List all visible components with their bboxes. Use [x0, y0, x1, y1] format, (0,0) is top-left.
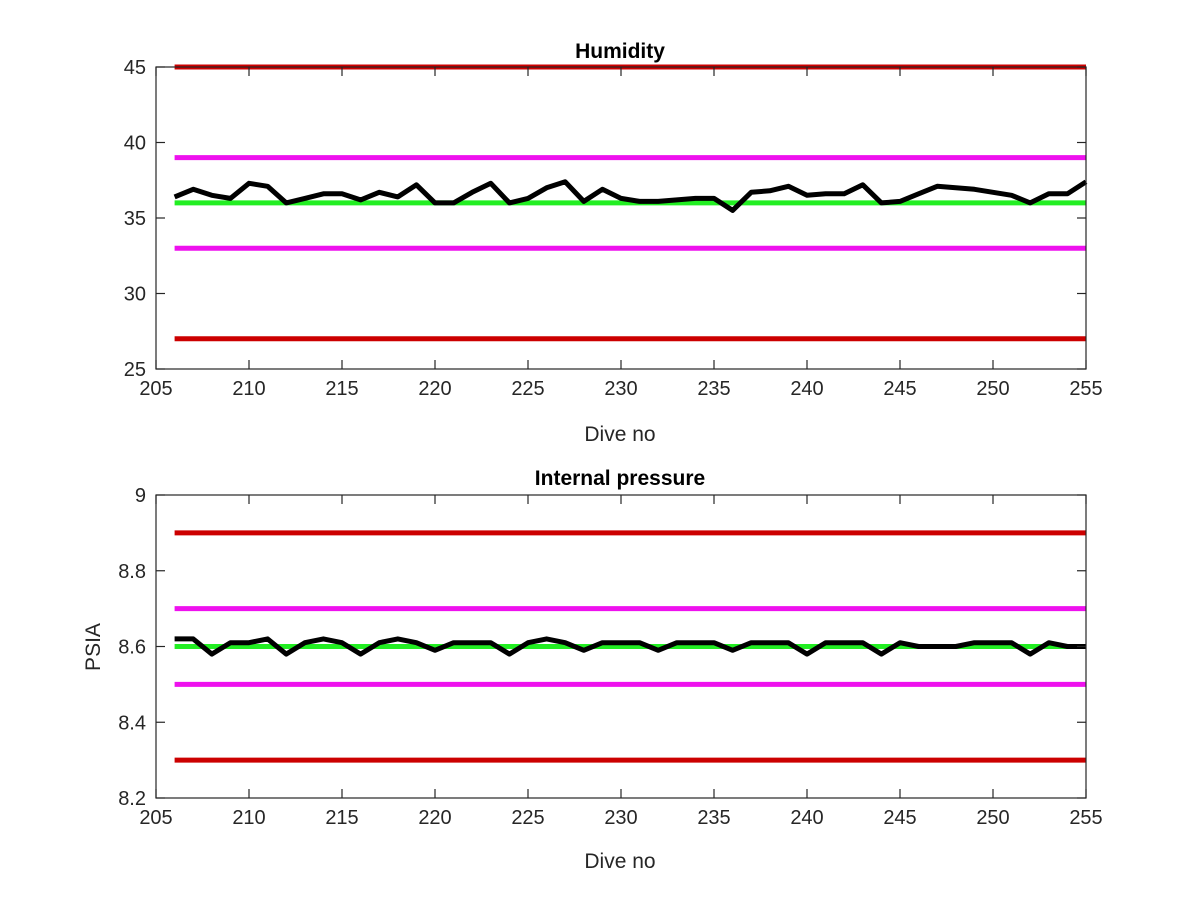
- y-tick-label: 45: [124, 57, 146, 79]
- x-tick-label: 235: [697, 807, 730, 829]
- x-tick-label: 230: [604, 807, 637, 829]
- x-tick-label: 225: [511, 807, 544, 829]
- y-axis-label: PSIA: [82, 623, 105, 671]
- x-tick-label: 235: [697, 378, 730, 400]
- y-tick-label: 40: [124, 133, 146, 155]
- x-tick-label: 225: [511, 378, 544, 400]
- x-tick-label: 250: [976, 807, 1009, 829]
- x-tick-label: 240: [790, 807, 823, 829]
- axis-ticks: 205 210 215 220 225 230 235 240 245 250 255 8.2 8.4 8…: [118, 485, 1103, 829]
- x-tick-label: 245: [883, 378, 916, 400]
- chart-title: Humidity: [575, 40, 665, 63]
- y-tick-label: 35: [124, 208, 146, 230]
- x-tick-label: 255: [1069, 378, 1102, 400]
- chart-title: Internal pressure: [535, 467, 705, 490]
- y-tick-label: 30: [124, 284, 146, 306]
- x-tick-label: 220: [418, 807, 451, 829]
- x-tick-label: 205: [139, 378, 172, 400]
- x-tick-label: 210: [232, 378, 265, 400]
- x-tick-label: 250: [976, 378, 1009, 400]
- y-tick-label: 8.6: [118, 637, 146, 659]
- internal-pressure-plot: Internal pressure 205 210 215 220 225 230 235 2…: [82, 467, 1103, 873]
- series-line-0: [174, 636, 1086, 657]
- x-tick-label: 210: [232, 807, 265, 829]
- x-tick-label: 205: [139, 807, 172, 829]
- x-tick-label: 240: [790, 378, 823, 400]
- series-group: [174, 636, 1086, 657]
- x-tick-label: 215: [325, 807, 358, 829]
- series-group: [173, 179, 1088, 213]
- x-tick-label: 245: [883, 807, 916, 829]
- x-tick-label: 215: [325, 378, 358, 400]
- x-axis-label: Dive no: [584, 850, 655, 873]
- x-tick-label: 220: [418, 378, 451, 400]
- y-tick-label: 8.2: [118, 788, 146, 810]
- axis-ticks: 205 210 215 220 225 230 235 240 245 250 255 25 30 35 4…: [124, 57, 1103, 400]
- x-tick-label: 255: [1069, 807, 1102, 829]
- y-tick-label: 8.4: [118, 712, 146, 734]
- x-axis-label: Dive no: [584, 423, 655, 446]
- y-tick-label: 25: [124, 359, 146, 381]
- humidity-plot: Humidity 205 210 215 220 225 230 235 240 245 250 2…: [124, 40, 1103, 446]
- x-tick-label: 230: [604, 378, 637, 400]
- series-line-0: [173, 179, 1088, 213]
- y-tick-label: 8.8: [118, 561, 146, 583]
- y-tick-label: 9: [135, 485, 146, 507]
